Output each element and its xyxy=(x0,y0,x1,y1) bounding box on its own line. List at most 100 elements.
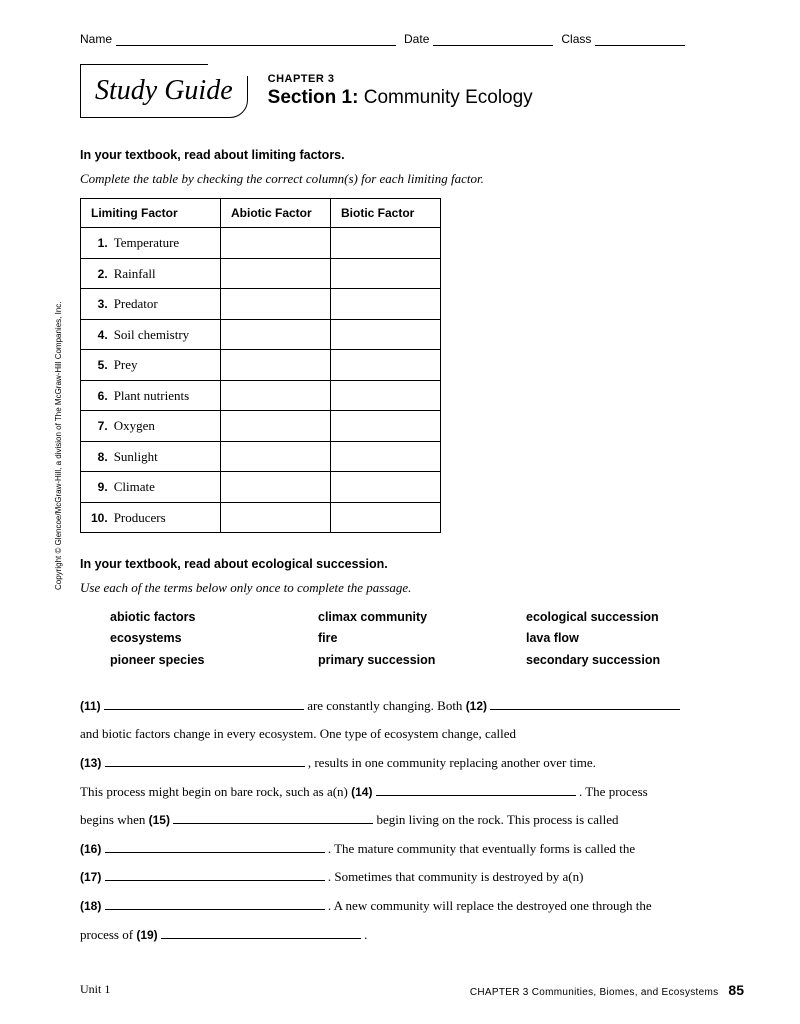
th-abiotic: Abiotic Factor xyxy=(221,199,331,228)
q19: (19) xyxy=(136,928,157,942)
row-num: 5. xyxy=(81,350,112,381)
blank-12[interactable] xyxy=(490,700,680,710)
blank-16[interactable] xyxy=(105,843,325,853)
abiotic-cell[interactable] xyxy=(221,411,331,442)
term-item: abiotic factors xyxy=(110,608,298,627)
biotic-cell[interactable] xyxy=(331,502,441,533)
table-row: 1.Temperature xyxy=(81,228,441,259)
name-label: Name xyxy=(80,32,112,46)
abiotic-cell[interactable] xyxy=(221,258,331,289)
part1-instruction: Complete the table by checking the corre… xyxy=(80,169,744,189)
row-label: Prey xyxy=(112,350,221,381)
footer: Unit 1 CHAPTER 3 Communities, Biomes, an… xyxy=(80,982,744,998)
q12: (12) xyxy=(466,699,487,713)
row-num: 8. xyxy=(81,441,112,472)
q11: (11) xyxy=(80,699,101,713)
abiotic-cell[interactable] xyxy=(221,472,331,503)
table-row: 6.Plant nutrients xyxy=(81,380,441,411)
biotic-cell[interactable] xyxy=(331,472,441,503)
date-label: Date xyxy=(404,32,429,46)
limiting-factor-table: Limiting Factor Abiotic Factor Biotic Fa… xyxy=(80,198,441,533)
term-item: climax community xyxy=(318,608,506,627)
q17: (17) xyxy=(80,870,101,884)
table-row: 4.Soil chemistry xyxy=(81,319,441,350)
blank-15[interactable] xyxy=(173,814,373,824)
passage-text: and biotic factors change in every ecosy… xyxy=(80,720,744,749)
part2-heading: In your textbook, read about ecological … xyxy=(80,555,744,574)
class-label: Class xyxy=(561,32,591,46)
biotic-cell[interactable] xyxy=(331,258,441,289)
section-title: Section 1: Community Ecology xyxy=(268,87,533,109)
blank-18[interactable] xyxy=(105,900,325,910)
table-row: 5.Prey xyxy=(81,350,441,381)
term-item: lava flow xyxy=(526,629,714,648)
passage: (11) are constantly changing. Both (12) … xyxy=(80,692,744,949)
section-name: Community Ecology xyxy=(364,87,533,108)
abiotic-cell[interactable] xyxy=(221,380,331,411)
row-label: Producers xyxy=(112,502,221,533)
abiotic-cell[interactable] xyxy=(221,319,331,350)
biotic-cell[interactable] xyxy=(331,289,441,320)
row-label: Climate xyxy=(112,472,221,503)
abiotic-cell[interactable] xyxy=(221,289,331,320)
term-item: pioneer species xyxy=(110,651,298,670)
blank-14[interactable] xyxy=(376,786,576,796)
abiotic-cell[interactable] xyxy=(221,502,331,533)
passage-text: . Sometimes that community is destroyed … xyxy=(325,869,584,884)
copyright-text: Copyright © Glencoe/McGraw-Hill, a divis… xyxy=(54,301,63,590)
abiotic-cell[interactable] xyxy=(221,441,331,472)
q18: (18) xyxy=(80,899,101,913)
row-num: 7. xyxy=(81,411,112,442)
term-item: ecosystems xyxy=(110,629,298,648)
row-label: Oxygen xyxy=(112,411,221,442)
passage-text: are constantly changing. Both xyxy=(304,698,466,713)
biotic-cell[interactable] xyxy=(331,350,441,381)
term-bank: abiotic factors climax community ecologica… xyxy=(80,608,744,670)
biotic-cell[interactable] xyxy=(331,441,441,472)
blank-13[interactable] xyxy=(105,757,305,767)
term-item: fire xyxy=(318,629,506,648)
passage-text: begin living on the rock. This process i… xyxy=(373,812,618,827)
header-fields: Name Date Class xyxy=(80,32,744,46)
blank-17[interactable] xyxy=(105,871,325,881)
title-row: Study Guide CHAPTER 3 Section 1: Communi… xyxy=(80,64,744,118)
table-row: 10.Producers xyxy=(81,502,441,533)
passage-text: . The process xyxy=(576,784,648,799)
row-label: Soil chemistry xyxy=(112,319,221,350)
footer-page: 85 xyxy=(728,982,744,998)
part1-heading: In your textbook, read about limiting fa… xyxy=(80,146,744,165)
part2-instruction: Use each of the terms below only once to… xyxy=(80,578,744,598)
passage-text: , results in one community replacing ano… xyxy=(305,755,596,770)
blank-11[interactable] xyxy=(104,700,304,710)
row-label: Temperature xyxy=(112,228,221,259)
abiotic-cell[interactable] xyxy=(221,228,331,259)
row-num: 9. xyxy=(81,472,112,503)
biotic-cell[interactable] xyxy=(331,380,441,411)
biotic-cell[interactable] xyxy=(331,319,441,350)
table-row: 3.Predator xyxy=(81,289,441,320)
abiotic-cell[interactable] xyxy=(221,350,331,381)
row-num: 4. xyxy=(81,319,112,350)
row-label: Predator xyxy=(112,289,221,320)
row-num: 2. xyxy=(81,258,112,289)
th-biotic: Biotic Factor xyxy=(331,199,441,228)
table-row: 8.Sunlight xyxy=(81,441,441,472)
term-item: ecological succession xyxy=(526,608,714,627)
class-blank[interactable] xyxy=(595,34,685,46)
row-num: 1. xyxy=(81,228,112,259)
q13: (13) xyxy=(80,756,101,770)
passage-text: begins when xyxy=(80,812,149,827)
blank-19[interactable] xyxy=(161,929,361,939)
passage-text: This process might begin on bare rock, s… xyxy=(80,784,351,799)
row-num: 10. xyxy=(81,502,112,533)
table-row: 2.Rainfall xyxy=(81,258,441,289)
biotic-cell[interactable] xyxy=(331,228,441,259)
biotic-cell[interactable] xyxy=(331,411,441,442)
footer-unit: Unit 1 xyxy=(80,982,110,998)
row-label: Rainfall xyxy=(112,258,221,289)
row-label: Sunlight xyxy=(112,441,221,472)
row-num: 3. xyxy=(81,289,112,320)
date-blank[interactable] xyxy=(433,34,553,46)
passage-text: process of xyxy=(80,927,136,942)
name-blank[interactable] xyxy=(116,34,396,46)
